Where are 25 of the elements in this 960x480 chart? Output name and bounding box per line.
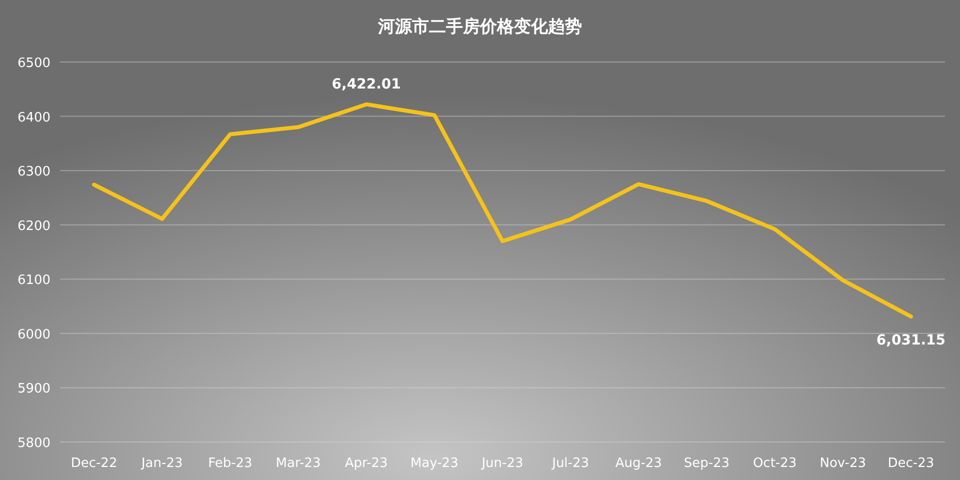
x-tick-label: Nov-23 — [820, 456, 866, 471]
x-tick-label: Aug-23 — [615, 456, 662, 471]
data-label: 6,422.01 — [332, 76, 401, 92]
y-tick-label: 6400 — [17, 110, 51, 126]
y-tick-label: 6500 — [17, 56, 51, 71]
y-tick-label: 6000 — [17, 327, 51, 342]
data-label: 6,031.15 — [876, 332, 946, 349]
x-tick-label: Sep-23 — [684, 456, 730, 471]
x-tick-label: Oct-23 — [752, 456, 797, 471]
line-series — [92, 102, 913, 319]
x-tick-label: Jun-23 — [480, 456, 524, 471]
x-tick-label: Dec-22 — [70, 456, 118, 471]
y-tick-label: 6200 — [17, 218, 51, 234]
x-tick-label: Mar-23 — [276, 456, 321, 471]
x-tick-label: May-23 — [410, 456, 458, 471]
x-tick-label: Apr-23 — [344, 456, 388, 471]
x-tick-label: Dec-23 — [888, 456, 934, 471]
x-tick-label: Feb-23 — [208, 456, 252, 471]
x-tick-label: Jul-23 — [551, 456, 590, 471]
y-tick-label: 5900 — [17, 382, 51, 397]
y-tick-label: 5800 — [17, 436, 51, 451]
chart-title: 河源市二手房价格变化趋势 — [377, 17, 582, 37]
y-tick-label: 6300 — [17, 164, 51, 180]
y-tick-label: 6100 — [17, 273, 51, 288]
x-tick-label: Jan-23 — [140, 456, 183, 471]
